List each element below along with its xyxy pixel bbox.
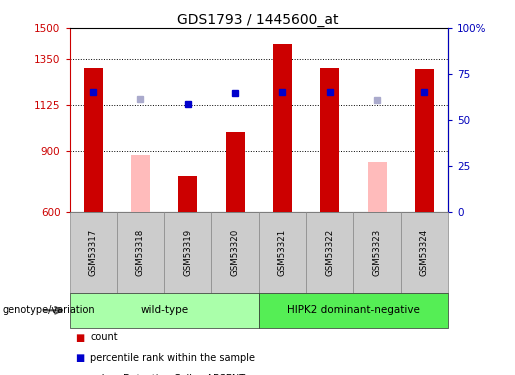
Bar — [273, 45, 292, 212]
Text: ■: ■ — [75, 353, 84, 363]
Text: ■: ■ — [75, 374, 84, 375]
Bar — [415, 69, 434, 212]
Bar — [178, 176, 197, 212]
Text: GDS1793 / 1445600_at: GDS1793 / 1445600_at — [177, 13, 338, 27]
Text: GSM53321: GSM53321 — [278, 228, 287, 276]
Bar — [84, 68, 102, 212]
Text: value, Detection Call = ABSENT: value, Detection Call = ABSENT — [90, 374, 245, 375]
Text: GSM53323: GSM53323 — [372, 228, 382, 276]
Text: genotype/variation: genotype/variation — [3, 305, 95, 315]
Bar — [368, 162, 387, 212]
Text: GSM53317: GSM53317 — [89, 228, 98, 276]
Text: wild-type: wild-type — [140, 305, 188, 315]
Text: GSM53318: GSM53318 — [136, 228, 145, 276]
Bar — [226, 132, 245, 212]
Text: HIPK2 dominant-negative: HIPK2 dominant-negative — [287, 305, 420, 315]
Bar — [131, 155, 150, 212]
Bar — [320, 68, 339, 212]
Text: count: count — [90, 333, 118, 342]
Text: GSM53324: GSM53324 — [420, 228, 429, 276]
Text: GSM53322: GSM53322 — [325, 228, 334, 276]
Text: GSM53319: GSM53319 — [183, 229, 192, 276]
Text: ■: ■ — [75, 333, 84, 342]
Text: GSM53320: GSM53320 — [231, 228, 239, 276]
Text: percentile rank within the sample: percentile rank within the sample — [90, 353, 255, 363]
